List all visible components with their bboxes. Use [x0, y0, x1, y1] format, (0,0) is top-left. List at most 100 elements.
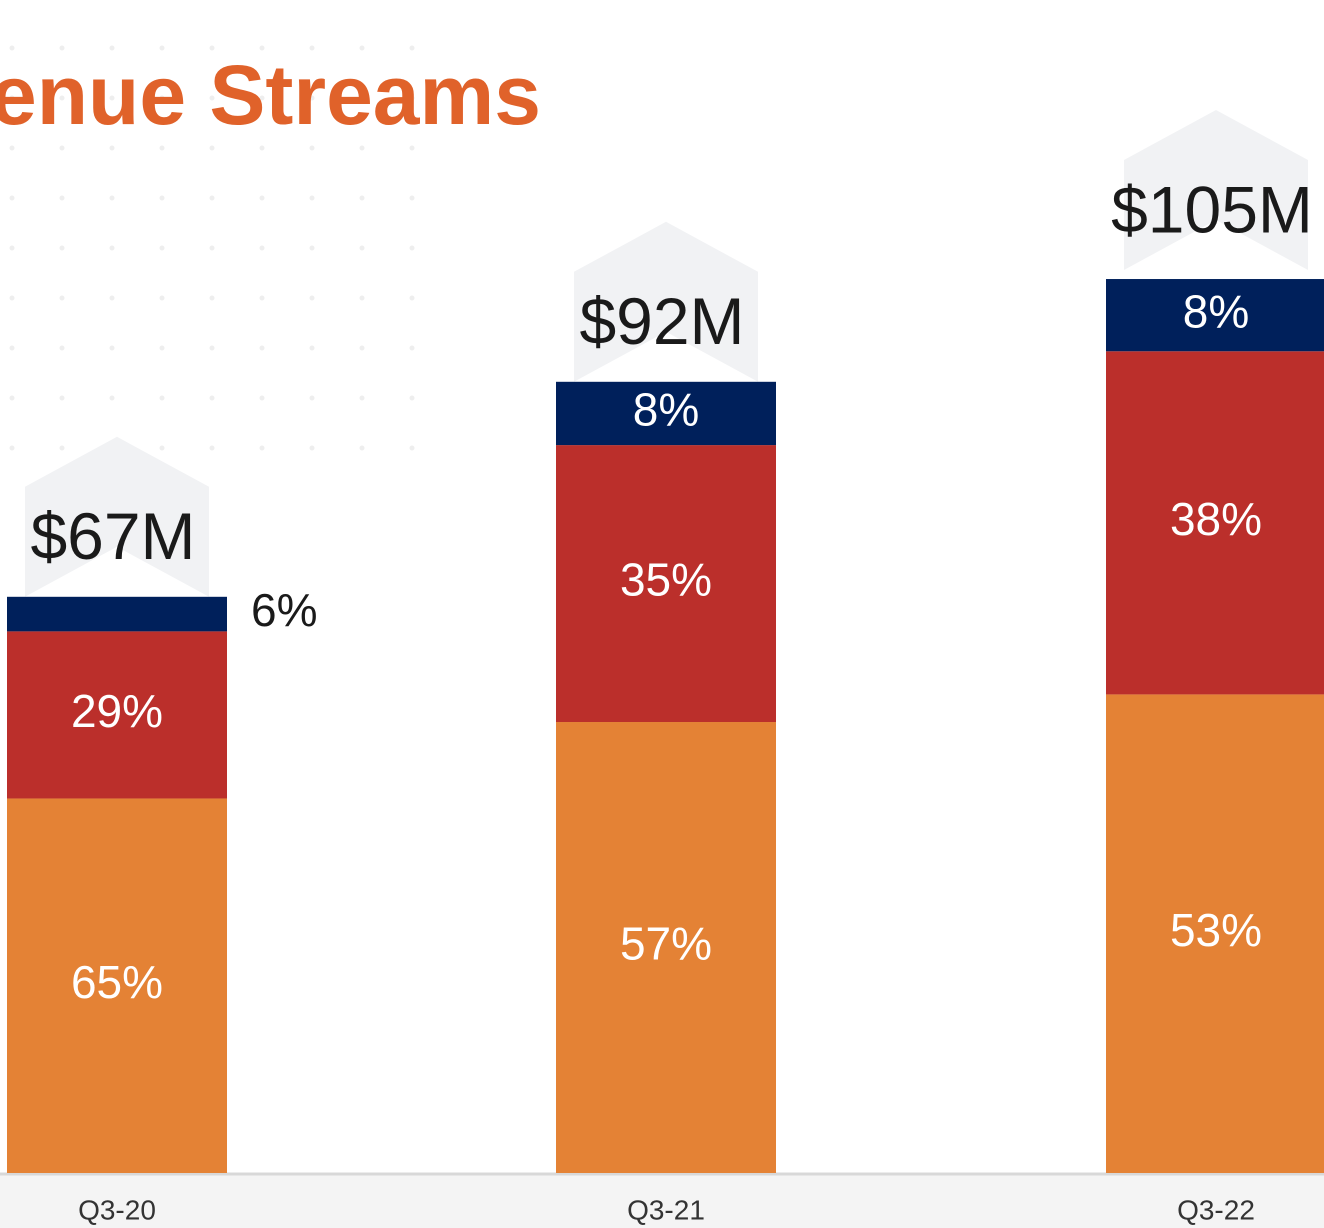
dot	[59, 345, 65, 351]
dot	[159, 45, 165, 51]
total-label: $92M	[579, 284, 744, 358]
bar-segment	[7, 798, 227, 1173]
dot	[59, 245, 65, 251]
dot	[59, 195, 65, 201]
dot	[259, 445, 265, 451]
segment-label: 53%	[1170, 904, 1262, 956]
dot	[309, 445, 315, 451]
dot	[409, 395, 415, 401]
segment-label: 35%	[620, 554, 712, 606]
x-tick-label: Q3-22	[1177, 1194, 1255, 1225]
dot	[159, 395, 165, 401]
dot	[409, 145, 415, 151]
dot	[309, 395, 315, 401]
dot	[409, 45, 415, 51]
dot	[359, 45, 365, 51]
dot	[309, 245, 315, 251]
dot	[259, 195, 265, 201]
x-tick-label: Q3-21	[627, 1194, 705, 1225]
chart-title: enue Streams	[0, 48, 541, 142]
dot	[409, 445, 415, 451]
dot	[159, 295, 165, 301]
dot	[159, 345, 165, 351]
chevron	[574, 221, 758, 382]
dot	[209, 395, 215, 401]
bar-segment	[1106, 279, 1324, 352]
dot	[59, 445, 65, 451]
dot	[9, 345, 15, 351]
dot	[359, 195, 365, 201]
dot	[359, 145, 365, 151]
dot	[59, 45, 65, 51]
dot	[9, 95, 15, 101]
dot	[9, 445, 15, 451]
dot	[309, 295, 315, 301]
dot	[9, 245, 15, 251]
dot	[409, 245, 415, 251]
segment-label: 57%	[620, 918, 712, 970]
chevron	[25, 436, 209, 597]
dot	[109, 245, 115, 251]
dot	[159, 95, 165, 101]
dot	[209, 45, 215, 51]
dot	[359, 245, 365, 251]
dot	[359, 295, 365, 301]
dot	[209, 95, 215, 101]
dot	[359, 95, 365, 101]
dot	[9, 145, 15, 151]
dot	[359, 395, 365, 401]
dot	[9, 195, 15, 201]
segment-label: 65%	[71, 956, 163, 1008]
dot	[109, 45, 115, 51]
dot	[259, 95, 265, 101]
dot	[59, 295, 65, 301]
dot	[409, 195, 415, 201]
segment-label: 38%	[1170, 493, 1262, 545]
segment-label: 6%	[251, 584, 317, 636]
dot	[259, 345, 265, 351]
dot	[259, 45, 265, 51]
bar-segment	[556, 445, 776, 723]
dot	[309, 195, 315, 201]
bar-segment	[556, 381, 776, 446]
dot	[59, 145, 65, 151]
x-tick-label: Q3-20	[78, 1194, 156, 1225]
dot	[209, 445, 215, 451]
dot	[209, 295, 215, 301]
dot	[9, 395, 15, 401]
dot	[259, 295, 265, 301]
background-dots	[9, 45, 415, 451]
chevron	[1124, 110, 1308, 270]
dot	[259, 395, 265, 401]
dot	[109, 395, 115, 401]
dot	[409, 345, 415, 351]
dot	[59, 95, 65, 101]
total-label: $67M	[30, 499, 195, 573]
dot	[109, 345, 115, 351]
bar-segment	[1106, 694, 1324, 1173]
dot	[309, 345, 315, 351]
dot	[309, 145, 315, 151]
dot	[9, 295, 15, 301]
dot	[409, 95, 415, 101]
dot	[259, 145, 265, 151]
bar-segment	[1106, 351, 1324, 695]
dot	[159, 445, 165, 451]
dot	[309, 95, 315, 101]
segment-label: 8%	[633, 384, 699, 436]
dot	[159, 195, 165, 201]
dot	[109, 145, 115, 151]
dot	[109, 195, 115, 201]
dot	[409, 295, 415, 301]
total-label: $105M	[1111, 172, 1313, 246]
dot	[359, 345, 365, 351]
dot	[159, 245, 165, 251]
dot	[209, 195, 215, 201]
dot	[109, 95, 115, 101]
footer-band	[0, 1174, 1324, 1228]
bar-segment	[556, 722, 776, 1173]
dot	[209, 145, 215, 151]
segment-label: 8%	[1183, 285, 1249, 337]
dot	[159, 145, 165, 151]
dot	[359, 445, 365, 451]
